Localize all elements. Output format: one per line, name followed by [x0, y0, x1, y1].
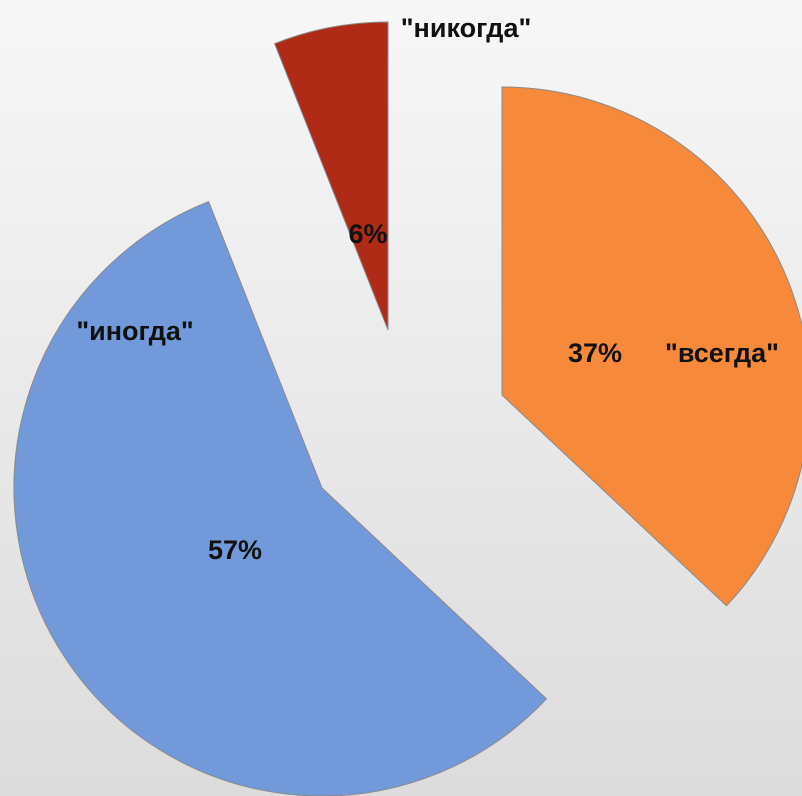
value-label: 57%: [208, 535, 262, 565]
category-label: "иногда": [76, 316, 193, 346]
category-label: "никогда": [401, 13, 532, 43]
category-label: "всегда": [665, 338, 779, 368]
pie-slice: [501, 86, 802, 607]
pie-slice: [273, 21, 389, 331]
pie-slice: [13, 200, 548, 796]
value-label: 37%: [568, 338, 622, 368]
value-label: 6%: [348, 219, 387, 249]
